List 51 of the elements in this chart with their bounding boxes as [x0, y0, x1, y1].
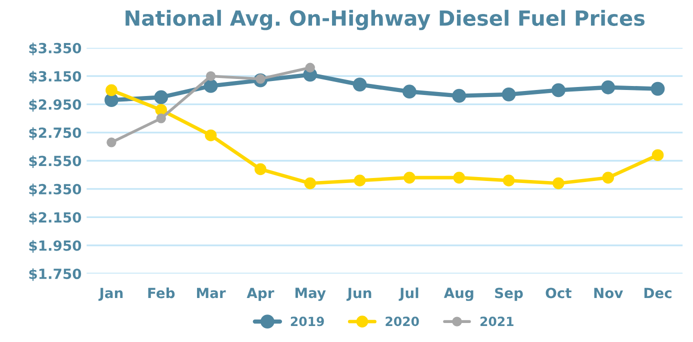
- x-tick-label: Jun: [346, 288, 372, 301]
- y-tick-label: $2.150: [29, 212, 82, 224]
- x-tick-label: Mar: [197, 288, 226, 298]
- point: [254, 163, 266, 176]
- point: [106, 138, 116, 148]
- x-tick-label: Oct: [546, 288, 572, 298]
- point: [650, 82, 665, 96]
- point: [154, 90, 168, 104]
- point: [204, 129, 217, 142]
- chart-title: National Avg. On-Highway Diesel Fuel Prices: [126, 10, 645, 30]
- x-tick-label: May: [295, 288, 326, 301]
- point: [106, 84, 118, 96]
- x-tick-label: Nov: [594, 288, 624, 298]
- legend-label: 2021: [480, 316, 514, 326]
- point: [652, 149, 664, 161]
- y-tick-label: $3.350: [29, 42, 82, 56]
- point: [104, 93, 118, 108]
- point: [502, 174, 515, 186]
- y-tick-label: $2.550: [29, 155, 82, 168]
- y-tick-label: $1.950: [29, 240, 82, 253]
- point: [304, 177, 316, 190]
- x-tick-label: Jul: [398, 287, 418, 301]
- y-tick-label: $2.350: [29, 184, 82, 196]
- y-tick-label: $2.750: [29, 127, 82, 140]
- point: [552, 177, 564, 190]
- point: [601, 80, 616, 94]
- point: [452, 88, 466, 103]
- point: [402, 84, 416, 99]
- point: [204, 79, 218, 93]
- x-tick-label: Sep: [495, 288, 523, 301]
- y-tick-label: $2.950: [29, 99, 82, 112]
- point: [156, 114, 166, 124]
- point: [206, 71, 216, 81]
- x-tick-label: Dec: [644, 288, 672, 298]
- x-tick-label: Jan: [98, 288, 123, 301]
- point: [453, 172, 466, 184]
- legend-label: 2020: [386, 316, 419, 326]
- y-tick-label: $3.150: [29, 70, 82, 84]
- point: [502, 87, 516, 102]
- y-tick-label: $1.750: [29, 268, 82, 281]
- point: [602, 172, 614, 184]
- point: [155, 104, 168, 116]
- legend-label: 2019: [290, 316, 324, 326]
- point: [354, 174, 366, 186]
- point: [305, 62, 315, 72]
- point: [404, 172, 416, 184]
- point: [552, 83, 566, 98]
- x-tick-label: Feb: [148, 287, 175, 298]
- x-tick-label: Apr: [246, 288, 274, 301]
- x-tick-label: Aug: [444, 288, 474, 301]
- point: [352, 78, 367, 92]
